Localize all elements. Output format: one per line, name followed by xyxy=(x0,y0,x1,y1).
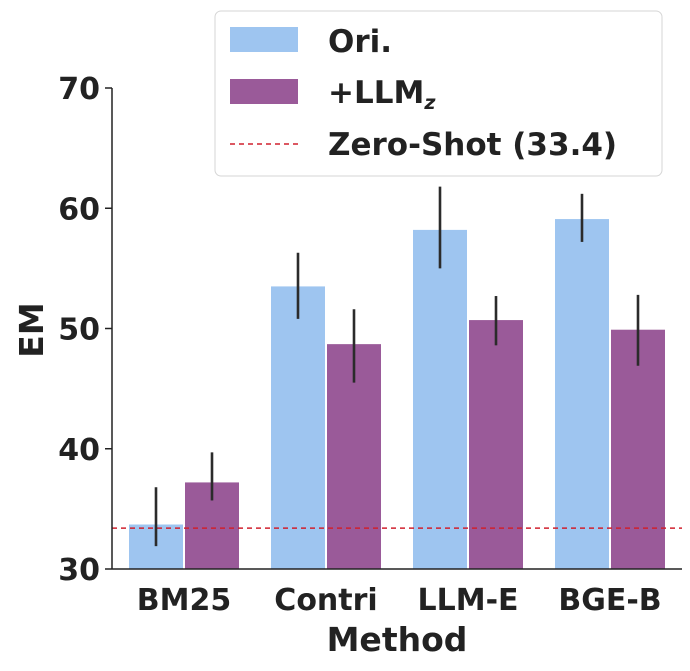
bars-layer xyxy=(129,219,665,569)
y-ticks-layer: 30 40 50 60 70 xyxy=(58,72,112,588)
bar-llmz-llm-e xyxy=(469,320,523,569)
x-tick-label-llm-e: LLM-E xyxy=(417,583,518,618)
bar-ori-bge-b xyxy=(555,219,609,569)
bar-ori-llm-e xyxy=(413,229,467,569)
y-axis-label: EM xyxy=(12,302,51,357)
error-bars-layer xyxy=(154,186,640,547)
legend: Ori. +LLMz Zero-Shot (33.4) xyxy=(214,10,663,177)
y-tick-label-70: 70 xyxy=(58,72,100,107)
bar-llmz-bge-b xyxy=(611,329,665,569)
x-tick-label-bge-b: BGE-B xyxy=(558,583,661,618)
bar-ori-contri xyxy=(271,286,325,569)
x-ticks-layer: BM25 Contri LLM-E BGE-B xyxy=(137,583,662,618)
legend-label-zero-shot: Zero-Shot (33.4) xyxy=(328,127,617,163)
y-tick-label-40: 40 xyxy=(58,433,100,468)
legend-label-ori: Ori. xyxy=(328,24,392,60)
x-tick-label-contri: Contri xyxy=(274,583,377,618)
legend-label-llmz: +LLMz xyxy=(328,75,436,114)
legend-frame xyxy=(214,10,663,177)
y-tick-label-30: 30 xyxy=(58,553,100,588)
x-tick-label-bm25: BM25 xyxy=(137,583,231,618)
y-tick-label-50: 50 xyxy=(58,313,100,348)
y-tick-label-60: 60 xyxy=(58,192,100,227)
x-axis-label: Method xyxy=(327,620,468,659)
legend-swatch-ori xyxy=(230,27,298,52)
legend-swatch-llmz xyxy=(230,79,298,104)
